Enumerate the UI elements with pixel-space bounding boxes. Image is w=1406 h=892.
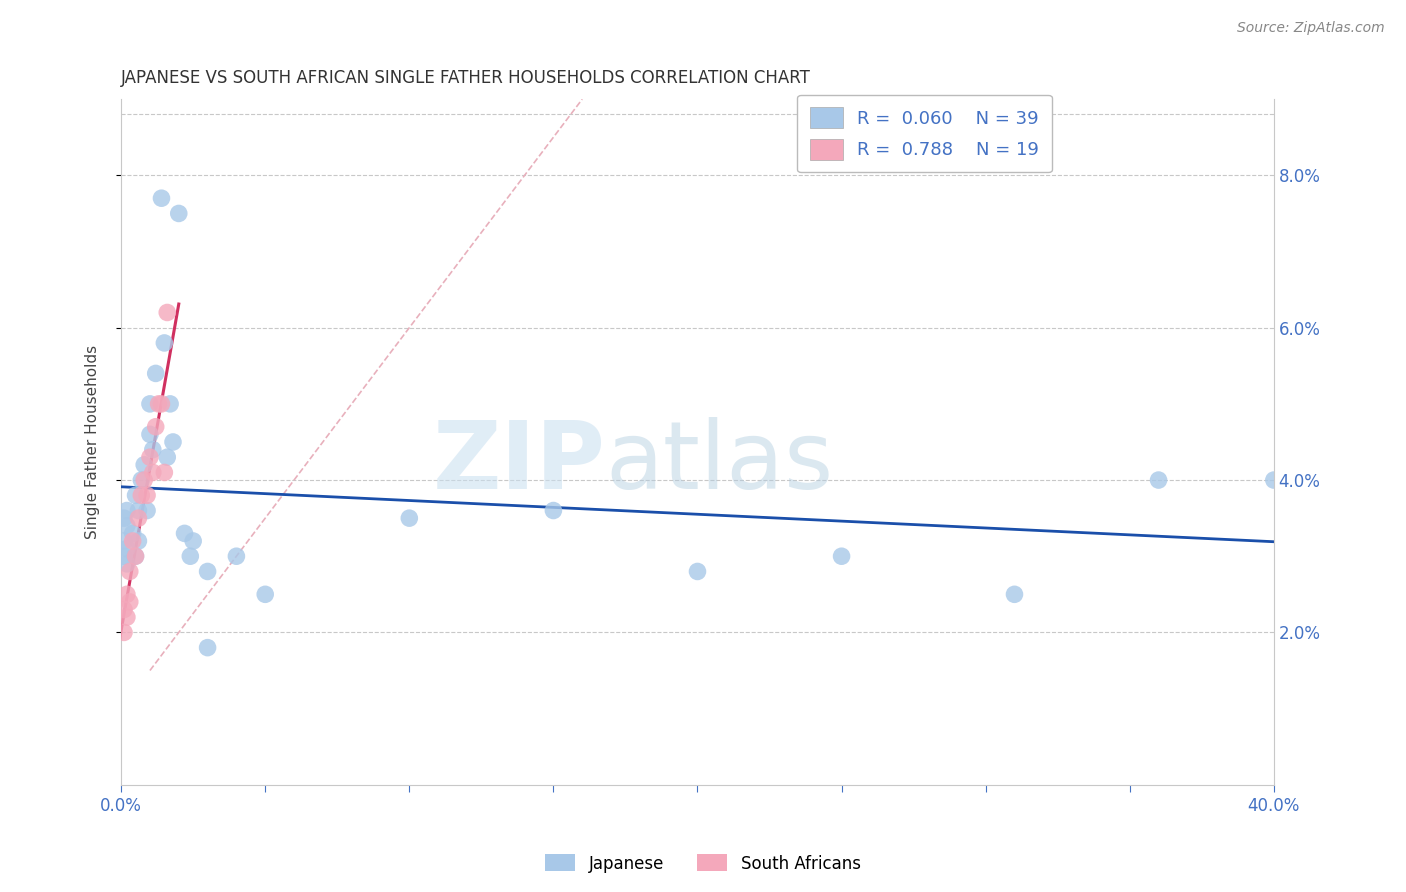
Point (112, 511, 135, 525)
Point (197, 565, 219, 579)
Point (167, 206, 190, 220)
Point (1263, 473, 1285, 487)
Point (136, 488, 159, 502)
Point (142, 442, 165, 457)
Point (121, 533, 143, 548)
Point (115, 557, 138, 571)
Point (139, 427, 162, 442)
Point (115, 610, 138, 624)
Point (156, 450, 179, 465)
Point (398, 511, 420, 525)
Point (121, 526, 143, 541)
Point (115, 518, 138, 533)
Point (1147, 473, 1170, 487)
Point (112, 625, 135, 640)
Point (131, 488, 153, 502)
Point (150, 397, 173, 411)
Point (131, 473, 153, 487)
Point (134, 473, 156, 487)
Point (112, 549, 135, 564)
Point (136, 503, 159, 517)
Y-axis label: Single Father Households: Single Father Households (86, 345, 100, 539)
Point (127, 533, 149, 548)
Point (134, 458, 156, 472)
Point (118, 595, 141, 609)
Point (225, 549, 247, 564)
Point (124, 549, 146, 564)
Text: ZIP: ZIP (433, 417, 605, 508)
Point (153, 335, 176, 350)
Point (173, 526, 195, 541)
Point (124, 488, 146, 502)
Point (124, 549, 146, 564)
Text: Source: ZipAtlas.com: Source: ZipAtlas.com (1237, 21, 1385, 35)
Text: atlas: atlas (605, 417, 834, 508)
Legend: R =  0.060    N = 39, R =  0.788    N = 19: R = 0.060 N = 39, R = 0.788 N = 19 (797, 95, 1052, 172)
Legend: Japanese, South Africans: Japanese, South Africans (538, 847, 868, 880)
Point (686, 565, 709, 579)
Point (831, 549, 853, 564)
Point (162, 434, 184, 449)
Point (254, 587, 277, 601)
Point (145, 367, 167, 381)
Point (145, 419, 167, 434)
Point (112, 602, 135, 616)
Point (115, 541, 138, 556)
Point (150, 191, 173, 205)
Point (118, 565, 141, 579)
Point (179, 549, 201, 564)
Point (115, 503, 138, 517)
Point (197, 640, 219, 655)
Point (127, 503, 149, 517)
Point (142, 466, 165, 480)
Point (156, 305, 179, 319)
Point (543, 503, 565, 517)
Point (127, 511, 149, 525)
Point (139, 397, 162, 411)
Point (115, 587, 138, 601)
Point (148, 397, 170, 411)
Text: JAPANESE VS SOUTH AFRICAN SINGLE FATHER HOUSEHOLDS CORRELATION CHART: JAPANESE VS SOUTH AFRICAN SINGLE FATHER … (121, 69, 811, 87)
Point (153, 466, 176, 480)
Point (139, 450, 162, 465)
Point (112, 533, 135, 548)
Point (1004, 587, 1026, 601)
Point (159, 397, 181, 411)
Point (181, 533, 204, 548)
